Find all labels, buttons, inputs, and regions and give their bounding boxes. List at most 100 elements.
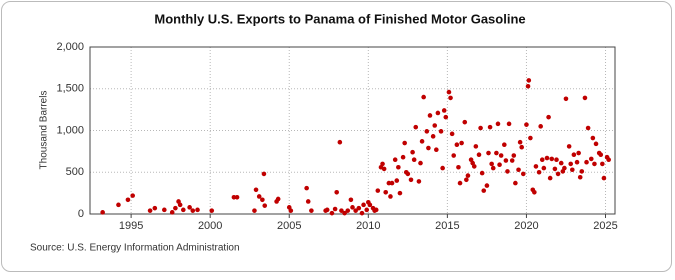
point [576, 150, 581, 156]
point [348, 197, 354, 203]
point [588, 156, 594, 162]
y-tick-label: 1,000 [56, 124, 84, 136]
point [574, 159, 580, 165]
point [339, 208, 344, 213]
point [462, 119, 468, 125]
point [275, 196, 281, 202]
point [427, 113, 433, 118]
point [520, 171, 526, 177]
point [524, 122, 529, 127]
point [525, 83, 531, 89]
point [361, 202, 366, 208]
point [195, 207, 200, 213]
point [234, 195, 240, 200]
point [478, 125, 483, 131]
point [418, 160, 423, 166]
x-tick-label: 2000 [198, 220, 222, 232]
point [538, 124, 543, 129]
point [396, 164, 401, 170]
point [571, 152, 577, 158]
point [373, 207, 379, 213]
point [486, 150, 491, 156]
point [563, 96, 569, 102]
point [375, 188, 381, 193]
point [517, 139, 523, 145]
point [416, 179, 422, 184]
x-tick-label: 2005 [277, 220, 301, 232]
y-tick-label: 500 [66, 166, 84, 178]
x-tick-label: 1995 [119, 220, 143, 232]
point [457, 180, 463, 186]
point [367, 202, 373, 208]
chart-title: Monthly U.S. Exports to Panama of Finish… [154, 11, 525, 26]
point [388, 194, 393, 199]
point [593, 141, 599, 147]
point [459, 140, 464, 146]
point [350, 205, 355, 210]
point [544, 155, 550, 161]
x-tick-label: 2025 [593, 220, 617, 232]
point [558, 160, 564, 166]
point [411, 157, 417, 163]
point [397, 190, 403, 196]
point [261, 171, 267, 177]
point [539, 157, 545, 163]
plot-border [89, 46, 616, 215]
point [173, 205, 178, 211]
point [209, 208, 215, 213]
point [334, 189, 339, 195]
frame [1, 1, 672, 272]
point [471, 164, 477, 169]
point [511, 153, 517, 158]
point [579, 169, 585, 174]
point [448, 95, 453, 101]
point [532, 189, 537, 195]
point [177, 202, 183, 208]
point [495, 121, 501, 127]
point [555, 171, 561, 177]
point [304, 185, 309, 191]
y-tick-label: 2,000 [56, 41, 84, 53]
point [424, 129, 430, 134]
point [231, 195, 237, 200]
point [405, 171, 411, 177]
y-tick-label: 0 [78, 208, 84, 220]
point [260, 197, 265, 203]
point [562, 165, 567, 171]
point [464, 177, 469, 183]
point [434, 147, 439, 153]
point [337, 139, 343, 145]
point [498, 153, 504, 158]
point [590, 135, 596, 141]
point [449, 131, 455, 137]
point [359, 210, 365, 216]
point [190, 208, 196, 213]
point [456, 164, 461, 170]
point [402, 140, 407, 146]
point [438, 129, 444, 134]
point [600, 161, 605, 167]
point [598, 152, 604, 158]
point [490, 165, 496, 171]
point [487, 124, 493, 130]
point [430, 134, 436, 139]
point [169, 210, 175, 215]
point [381, 166, 387, 172]
point [125, 197, 131, 203]
point [536, 169, 542, 175]
point [570, 167, 575, 173]
point [400, 154, 406, 160]
point [519, 144, 525, 150]
point [465, 173, 471, 178]
point [446, 89, 452, 95]
point [549, 156, 555, 162]
x-tick-label: 2010 [356, 220, 380, 232]
point [505, 169, 510, 174]
y-tick-label: 1,500 [56, 83, 84, 95]
point [489, 161, 494, 167]
point [386, 180, 392, 186]
point [187, 205, 192, 210]
point [454, 142, 460, 147]
